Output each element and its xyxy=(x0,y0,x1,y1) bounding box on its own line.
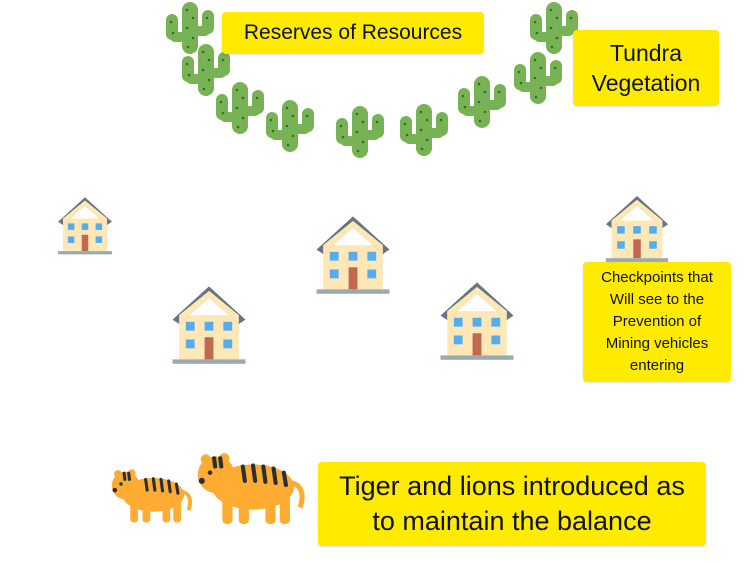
cactus-icon xyxy=(514,52,562,104)
tigers-line: Tiger and lions introduced as xyxy=(339,471,685,501)
cactus-icon xyxy=(458,76,506,128)
reserves-of-resources-label: Reserves of Resources xyxy=(222,12,484,54)
checkpoints-line: Will see to the xyxy=(609,291,705,308)
tundra-line: Vegetation xyxy=(591,70,701,96)
checkpoints-label: Checkpoints that Will see to the Prevent… xyxy=(583,262,731,382)
checkpoints-line: Checkpoints that xyxy=(601,269,713,286)
cactus-icon xyxy=(266,100,314,152)
checkpoints-line: entering xyxy=(629,357,685,374)
cactus-icon xyxy=(336,106,384,158)
cactus-icon xyxy=(216,82,264,134)
tigers-lions-label: Tiger and lions introduced as to maintai… xyxy=(318,462,706,546)
tundra-line: Tundra xyxy=(609,40,683,66)
tiger-icon xyxy=(109,467,193,524)
tundra-vegetation-label: Tundra Vegetation xyxy=(573,30,719,106)
house-icon xyxy=(605,195,669,262)
tiger-icon xyxy=(192,446,308,526)
tigers-line: to maintain the balance xyxy=(372,506,652,536)
cactus-icon xyxy=(400,104,448,156)
house-icon xyxy=(440,282,514,360)
checkpoints-line: Prevention of xyxy=(612,313,702,330)
reserves-text: Reserves of Resources xyxy=(243,21,463,44)
house-icon xyxy=(172,286,246,364)
checkpoints-line: Mining vehicles xyxy=(605,335,709,352)
house-icon xyxy=(58,197,112,255)
house-icon xyxy=(316,216,390,294)
